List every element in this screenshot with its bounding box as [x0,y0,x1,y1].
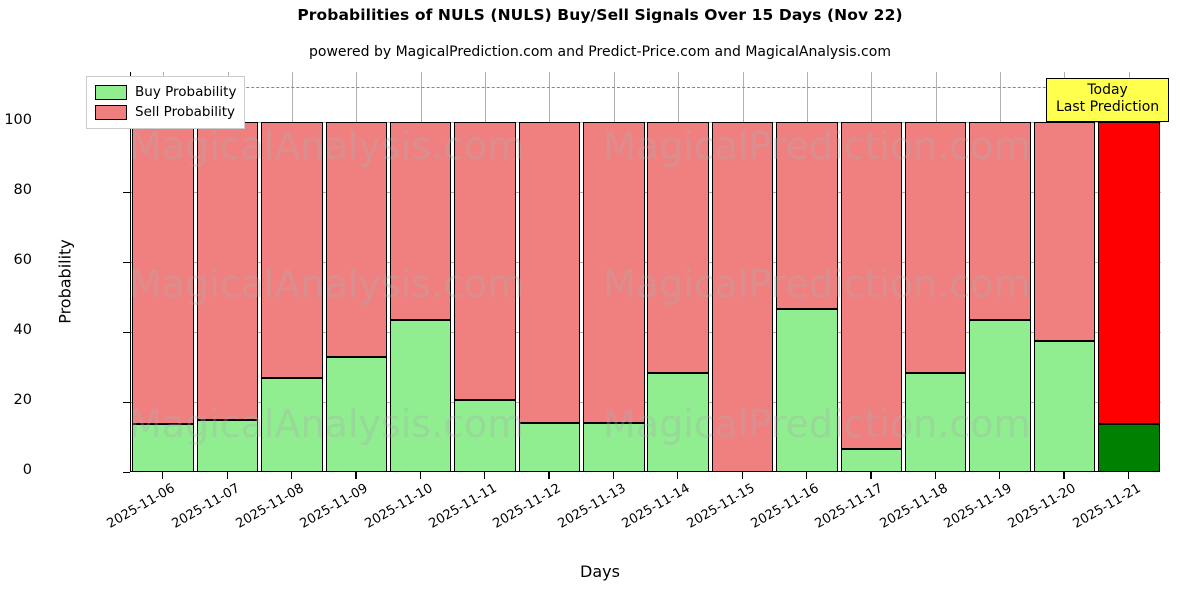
bar-group [969,72,1031,472]
bar-group [776,72,838,472]
y-tick-label: 20 [13,392,32,408]
y-tick-mark [123,192,130,194]
gridline-y-60 [131,262,1161,264]
legend-swatch-sell [95,104,127,120]
bar-segment-sell [132,122,194,425]
legend-swatch-buy [95,84,127,100]
x-tick-mark [355,472,357,479]
x-tick-mark [162,472,164,479]
bar-segment-sell [261,122,323,378]
bar-segment-sell [325,122,388,357]
y-tick-label: 60 [13,252,32,269]
gridline-y-20 [131,402,1161,403]
x-tick-mark [934,472,936,479]
bar-segment-buy [518,423,581,472]
bar-segment-buy [1098,424,1160,472]
chart-subtitle: powered by MagicalPrediction.com and Pre… [309,44,891,60]
y-tick-mark [123,472,130,474]
y-tick-mark [123,332,130,334]
y-tick-label: 80 [13,182,32,199]
x-tick-mark [741,472,743,479]
bar-segment-buy [196,420,259,472]
bar-segment-buy [1033,340,1096,472]
x-tick-mark [290,472,293,479]
bar-segment-buy [261,377,323,472]
x-axis-label: Days [580,562,620,581]
x-tick-mark [419,472,421,479]
bar-group [904,72,967,472]
bar-segment-buy [776,308,838,472]
x-tick-mark [484,472,486,479]
y-tick-mark [123,262,130,264]
bar-group [132,72,194,472]
y-tick-label: 40 [13,322,32,339]
bar-group [1098,72,1160,472]
y-tick-label: 0 [22,462,32,478]
y-tick-mark [123,402,130,404]
bar-group [583,72,645,472]
legend-item-buy: Buy Probability [95,82,236,102]
bar-segment-sell [389,122,452,321]
bar-segment-buy [132,424,194,472]
bar-group [647,72,709,472]
legend-item-sell: Sell Probability [95,102,236,122]
x-tick-mark [1127,472,1130,479]
bar-group [454,72,516,472]
bar-segment-sell [647,122,709,374]
bar-group [325,72,388,472]
bar-segment-sell [518,122,581,424]
bar-group [711,72,774,472]
gridline-y-40 [131,332,1161,334]
reference-dashed-line [131,87,1161,89]
bar-segment-sell [711,122,774,472]
bar-segment-sell [904,122,967,374]
bar-segment-sell [1033,122,1096,341]
bar-segment-buy [325,356,388,472]
legend-label-sell: Sell Probability [135,104,236,120]
bar-segment-sell [196,122,259,421]
today-annotation-line2: Last Prediction [1056,99,1160,116]
chart-title: Probabilities of NULS (NULS) Buy/Sell Si… [297,6,903,24]
gridline-y-100 [131,122,1161,124]
bar-group [196,72,259,472]
x-tick-mark [612,472,615,479]
bar-group [1033,72,1096,472]
today-annotation: Today Last Prediction [1046,78,1170,123]
bar-segment-sell [454,122,516,401]
bar-segment-sell [583,122,645,424]
bar-segment-sell [840,122,903,450]
y-tick-label: 100 [4,112,32,129]
bar-group [518,72,581,472]
bar-segment-sell [1098,122,1160,425]
plot-area: MagicalAnalysis.com MagicalPrediction.com… [129,72,1161,472]
gridline-y-80 [131,192,1161,194]
x-tick-mark [677,472,679,479]
bar-group [840,72,903,472]
today-annotation-line1: Today [1087,82,1128,98]
bar-segment-sell [776,122,838,309]
y-axis-label: Probability [55,239,75,324]
bar-segment-buy [389,320,452,472]
bar-segment-buy [583,423,645,472]
x-tick-mark [870,472,872,479]
bar-group [261,72,323,472]
chart-legend: Buy Probability Sell Probability [86,76,246,129]
x-tick-mark [226,472,228,479]
x-tick-mark [999,472,1001,479]
bar-segment-buy [969,320,1031,472]
x-tick-mark [548,472,550,479]
x-tick-mark [805,472,808,479]
bar-segment-buy [647,373,709,472]
legend-label-buy: Buy Probability [135,84,237,100]
bar-segment-buy [840,449,903,472]
bar-segment-sell [969,122,1031,321]
bar-group [389,72,452,472]
bar-segment-buy [454,400,516,472]
x-tick-mark [1063,472,1065,479]
bars-layer [131,72,1161,472]
bar-segment-buy [904,373,967,472]
